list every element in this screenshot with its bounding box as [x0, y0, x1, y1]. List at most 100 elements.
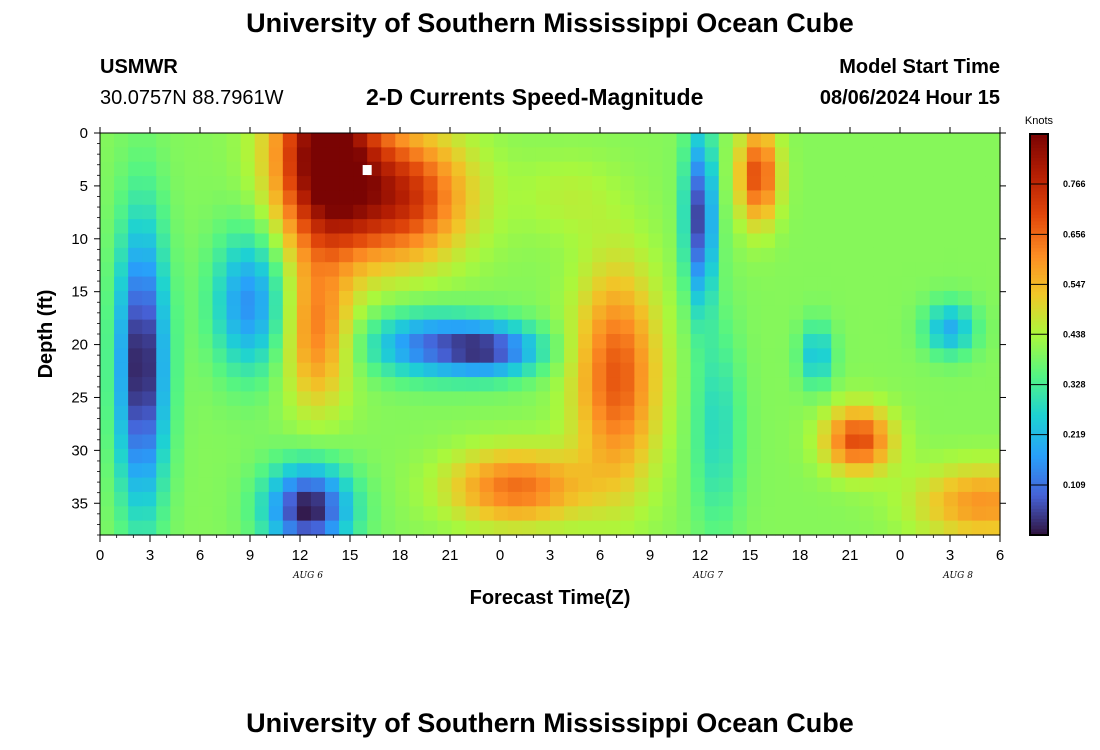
heatmap-cell: [578, 262, 593, 278]
heatmap-cell: [409, 463, 425, 479]
heatmap-cell: [226, 319, 242, 335]
heatmap-cell: [100, 463, 115, 479]
heatmap-cell: [620, 204, 635, 220]
heatmap-cell: [198, 420, 214, 436]
heatmap-cell: [550, 420, 565, 436]
heatmap-cell: [170, 377, 185, 393]
heatmap-cell: [985, 176, 1001, 192]
heatmap-cell: [873, 233, 889, 249]
heatmap-cell: [845, 520, 860, 536]
heatmap-cell: [100, 305, 115, 321]
heatmap-cell: [915, 506, 931, 522]
heatmap-cell: [212, 133, 228, 148]
heatmap-cell: [606, 362, 621, 378]
heatmap-cell: [226, 133, 242, 148]
heatmap-cell: [254, 176, 270, 192]
heatmap-cell: [325, 391, 340, 407]
heatmap-cell: [353, 247, 368, 263]
heatmap-cell: [114, 147, 129, 163]
heatmap-cell: [128, 477, 143, 493]
heatmap-cell: [367, 176, 382, 192]
heatmap-cell: [507, 247, 523, 263]
heatmap-cell: [760, 276, 776, 292]
heatmap-cell: [648, 391, 664, 407]
heatmap-cell: [100, 161, 115, 177]
heatmap-cell: [746, 520, 762, 536]
heatmap-cell: [339, 290, 354, 306]
heatmap-cell: [929, 377, 945, 393]
heatmap-cell: [142, 204, 157, 220]
heatmap-cell: [550, 362, 565, 378]
heatmap-cell: [943, 176, 959, 192]
heatmap-cell: [212, 147, 228, 163]
heatmap-cell: [142, 362, 157, 378]
heatmap-cell: [409, 305, 425, 321]
heatmap-cell: [564, 405, 579, 421]
heatmap-cell: [521, 434, 537, 450]
heatmap-cell: [367, 190, 382, 206]
heatmap-cell: [128, 506, 143, 522]
heatmap-cell: [760, 290, 776, 306]
heatmap-cell: [859, 334, 875, 349]
heatmap-cell: [479, 491, 495, 507]
heatmap-cell: [831, 405, 846, 421]
heatmap-cell: [676, 176, 692, 192]
heatmap-cell: [465, 290, 481, 306]
heatmap-cell: [803, 405, 818, 421]
heatmap-cell: [746, 147, 762, 163]
heatmap-cell: [592, 190, 607, 206]
colorbar-swatch: [1030, 170, 1048, 175]
colorbar-swatch: [1030, 157, 1048, 162]
heatmap-cell: [198, 448, 214, 464]
heatmap-cell: [873, 305, 889, 321]
colorbar-swatch: [1030, 364, 1048, 369]
colorbar-swatch: [1030, 204, 1048, 209]
heatmap-cell: [915, 377, 931, 393]
heatmap-cell: [156, 219, 171, 235]
heatmap-cell: [859, 290, 875, 306]
heatmap-cell: [100, 147, 115, 163]
heatmap-cell: [240, 204, 256, 220]
heatmap-cell: [662, 348, 678, 364]
heatmap-cell: [535, 334, 551, 349]
heatmap-cell: [887, 319, 903, 335]
heatmap-cell: [128, 161, 143, 177]
colorbar-swatch: [1030, 200, 1048, 205]
heatmap-cell: [395, 147, 410, 163]
heatmap-cell: [859, 133, 875, 148]
heatmap-cell: [226, 434, 242, 450]
heatmap-cell: [915, 305, 931, 321]
heatmap-cell: [859, 477, 875, 493]
heatmap-cell: [240, 391, 256, 407]
heatmap-cell: [507, 434, 523, 450]
heatmap-cell: [690, 391, 706, 407]
heatmap-cell: [282, 290, 298, 306]
heatmap-cell: [873, 161, 889, 177]
heatmap-cell: [268, 377, 284, 393]
heatmap-cell: [929, 319, 945, 335]
heatmap-cell: [423, 133, 439, 148]
heatmap-cell: [606, 391, 621, 407]
heatmap-cell: [226, 190, 242, 206]
heatmap-cell: [732, 434, 748, 450]
heatmap-cell: [268, 448, 284, 464]
heatmap-cell: [381, 362, 396, 378]
heatmap-cell: [381, 233, 396, 249]
heatmap-cell: [831, 334, 846, 349]
heatmap-cell: [212, 477, 228, 493]
heatmap-cell: [114, 405, 129, 421]
heatmap-cell: [775, 448, 790, 464]
heatmap-cell: [451, 247, 467, 263]
heatmap-cell: [339, 420, 354, 436]
heatmap-cell: [353, 147, 368, 163]
heatmap-cell: [142, 491, 157, 507]
heatmap-cell: [437, 147, 453, 163]
heatmap-cell: [789, 219, 804, 235]
heatmap-cell: [465, 262, 481, 278]
heatmap-cell: [957, 262, 973, 278]
heatmap-cell: [296, 290, 312, 306]
heatmap-cell: [550, 319, 565, 335]
colorbar-swatch: [1030, 217, 1048, 222]
heatmap-cell: [212, 219, 228, 235]
heatmap-cell: [156, 377, 171, 393]
